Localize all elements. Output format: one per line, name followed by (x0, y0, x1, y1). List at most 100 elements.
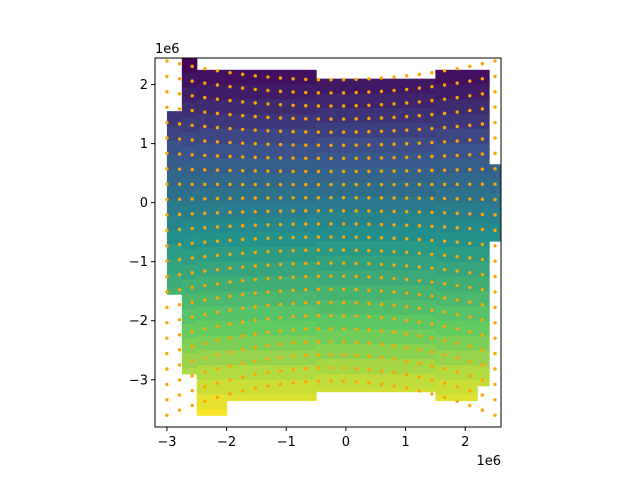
scatter-point (468, 138, 472, 142)
scatter-point (354, 117, 358, 121)
scatter-point (177, 227, 182, 232)
scatter-point (266, 88, 270, 93)
scatter-point (392, 75, 396, 79)
scatter-point (203, 240, 207, 244)
scatter-point (442, 282, 447, 286)
scatter-point (266, 75, 270, 79)
scatter-point (278, 262, 283, 267)
scatter-point (455, 356, 459, 360)
scatter-point (480, 303, 485, 307)
scatter-point (177, 167, 182, 171)
scatter-point (291, 235, 295, 240)
mesh-cell (226, 202, 243, 219)
scatter-point (392, 115, 396, 120)
scatter-point (379, 76, 384, 80)
scatter-point (215, 338, 220, 343)
mesh-cell (316, 270, 436, 286)
scatter-point (329, 104, 333, 108)
mesh-cell (211, 276, 228, 292)
scatter-point (215, 182, 220, 187)
scatter-point (304, 380, 308, 384)
scatter-point (392, 263, 396, 267)
scatter-point (404, 332, 409, 336)
scatter-point (329, 313, 333, 318)
scatter-point (354, 90, 358, 95)
scatter-point (278, 196, 283, 200)
scatter-point (240, 72, 245, 77)
scatter-point (240, 279, 245, 283)
scatter-point (304, 196, 308, 200)
scatter-point (316, 287, 321, 292)
scatter-point (404, 101, 409, 105)
scatter-point (417, 86, 422, 90)
mesh-cell (241, 114, 317, 130)
scatter-point (468, 300, 472, 304)
scatter-point (417, 347, 422, 352)
scatter-point (228, 154, 232, 159)
scatter-point (228, 322, 232, 326)
mesh-cell (241, 394, 317, 402)
scatter-point (341, 156, 346, 161)
scatter-point (430, 154, 434, 159)
scatter-point (354, 261, 358, 266)
scatter-point (304, 301, 308, 305)
scatter-point (177, 408, 182, 412)
scatter-point (468, 315, 472, 319)
mesh-cell (435, 261, 478, 278)
scatter-point (266, 129, 270, 133)
mesh-cell (489, 179, 501, 195)
scatter-point (329, 222, 333, 226)
scatter-point (266, 344, 270, 348)
scatter-point (203, 139, 207, 143)
scatter-point (278, 129, 283, 133)
scatter-point (468, 123, 472, 128)
scatter-point (316, 222, 321, 226)
y-tick-label: −1 (129, 255, 148, 270)
scatter-point (215, 225, 220, 229)
scatter-point (291, 129, 295, 134)
scatter-point (455, 124, 459, 129)
scatter-point (379, 302, 384, 307)
scatter-point (379, 209, 384, 213)
scatter-point (442, 239, 447, 243)
scatter-point (203, 341, 207, 346)
scatter-point (404, 169, 409, 173)
mesh-cell (196, 99, 213, 115)
mesh-cell (196, 84, 213, 100)
scatter-point (266, 209, 270, 214)
scatter-point (278, 142, 283, 147)
scatter-point (455, 226, 459, 230)
mesh-cell (226, 276, 243, 292)
scatter-point (291, 354, 295, 359)
scatter-point (417, 279, 422, 283)
scatter-point (253, 345, 257, 350)
scatter-point (341, 300, 346, 305)
scatter-point (455, 110, 459, 114)
scatter-point (468, 271, 472, 275)
scatter-point (266, 102, 270, 106)
mesh-cell (211, 114, 228, 130)
scatter-point (367, 288, 371, 292)
x-tick-label: −1 (277, 435, 296, 450)
scatter-point (266, 263, 270, 267)
mesh-cell (181, 338, 198, 354)
scatter-point (379, 182, 384, 187)
scatter-point (228, 140, 232, 145)
mesh-cell (166, 288, 183, 295)
scatter-point (240, 306, 245, 311)
scatter-point (304, 274, 308, 279)
scatter-point (240, 389, 245, 393)
scatter-point (468, 64, 472, 69)
scatter-point (392, 169, 396, 173)
scatter-point (304, 182, 308, 187)
scatter-point (455, 168, 459, 172)
scatter-point (430, 182, 434, 187)
scatter-point (165, 59, 169, 63)
scatter-point (341, 274, 346, 279)
scatter-point (341, 209, 346, 213)
scatter-point (329, 235, 333, 239)
scatter-point (316, 91, 321, 95)
mesh-cell (316, 359, 436, 375)
scatter-point (240, 182, 245, 187)
x-tick-label: −2 (217, 435, 236, 450)
